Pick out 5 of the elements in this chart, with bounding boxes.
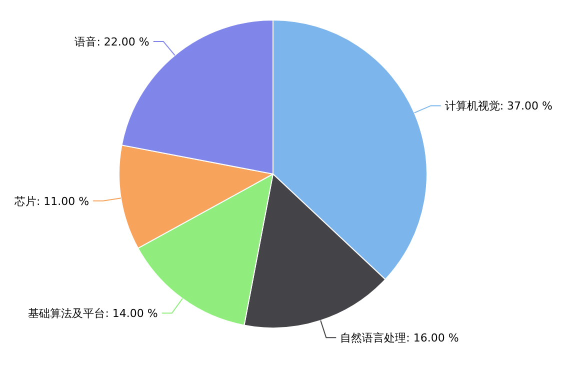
slice-label: 自然语言处理: 16.00 %	[340, 332, 459, 345]
slice-label: 基础算法及平台: 14.00 %	[28, 307, 158, 320]
slice-label: 芯片: 11.00 %	[13, 194, 90, 208]
slice-label: 语音: 22.00 %	[74, 35, 150, 48]
slice-label: 计算机视觉: 37.00 %	[444, 100, 553, 113]
